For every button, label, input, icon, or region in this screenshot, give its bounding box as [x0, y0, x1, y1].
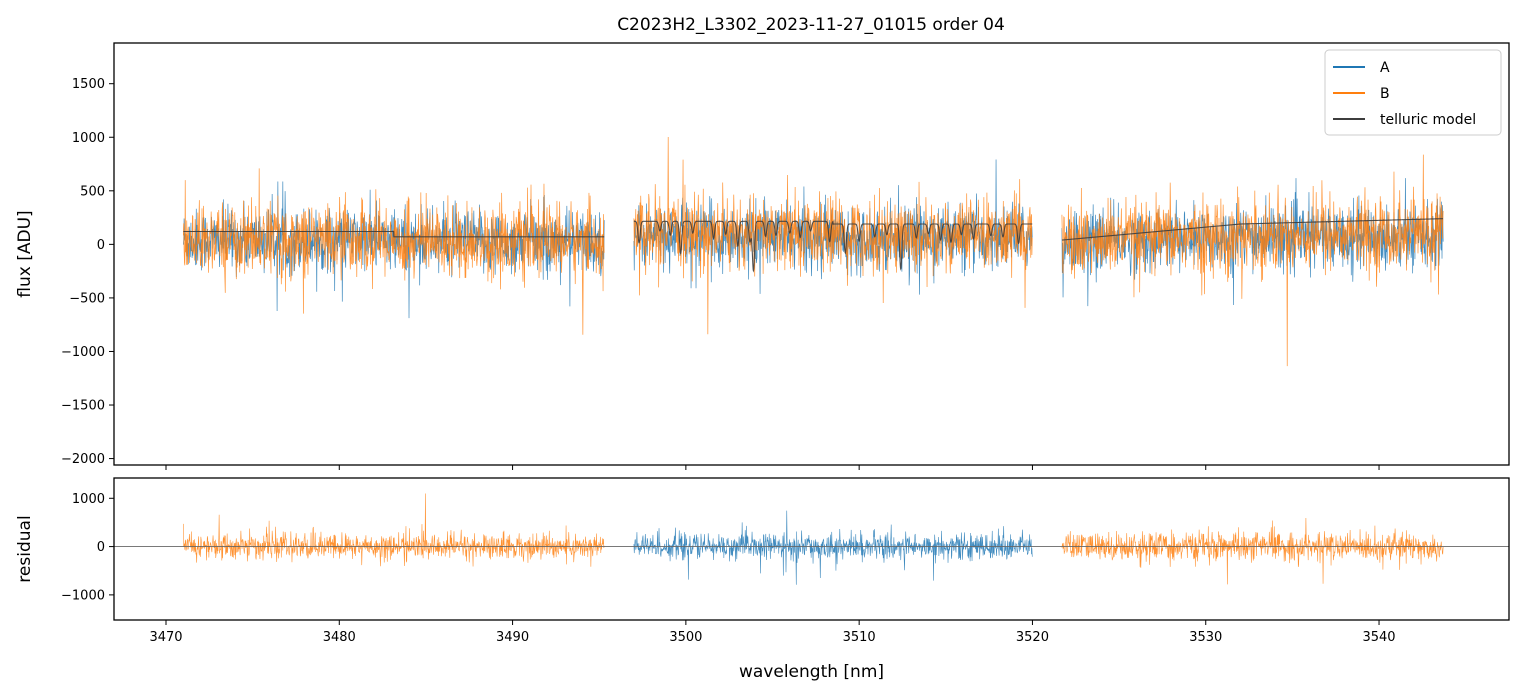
series-b-line — [1061, 154, 1444, 367]
residual-y-tick-label: 1000 — [72, 492, 105, 507]
x-tick-label: 3480 — [323, 630, 356, 645]
flux-y-tick-label: −2000 — [61, 452, 105, 467]
residual-line — [1061, 517, 1444, 585]
flux-panel-frame — [113, 42, 1510, 466]
flux-y-tick-label: 500 — [80, 184, 105, 199]
flux-panel: −2000 −1500 −1000 −500 0 500 1000 1500 flux [AD… — [15, 42, 1510, 470]
x-tick-label: 3530 — [1189, 630, 1222, 645]
residual-line — [633, 510, 1033, 585]
legend-box — [1324, 49, 1502, 136]
flux-x-ticks — [165, 465, 1380, 470]
x-tick-label: 3540 — [1362, 630, 1395, 645]
residual-y-axis-label: residual — [15, 515, 35, 582]
series-a-line — [182, 181, 605, 319]
telluric-model-line — [1061, 218, 1443, 241]
flux-y-tick-label: 1000 — [72, 131, 105, 146]
flux-y-tick-label: −1500 — [61, 399, 105, 414]
legend: A B telluric model — [1324, 49, 1502, 136]
series-b-line — [182, 168, 605, 335]
x-tick-label: 3500 — [669, 630, 702, 645]
flux-y-tick-label: −1000 — [61, 345, 105, 360]
flux-y-tick-label: 0 — [97, 238, 105, 253]
residual-line — [183, 493, 605, 567]
x-tick-label: 3510 — [843, 630, 876, 645]
legend-label-b: B — [1380, 86, 1390, 102]
x-axis-label: wavelength [nm] — [739, 662, 884, 682]
legend-label-a: A — [1380, 60, 1390, 76]
residual-y-tick-label: 0 — [97, 540, 105, 555]
residual-y-tick-label: −1000 — [61, 588, 105, 603]
flux-y-axis-label: flux [ADU] — [15, 210, 35, 297]
x-tick-label: 3490 — [496, 630, 529, 645]
x-tick-label: 3470 — [149, 630, 182, 645]
telluric-model-line — [633, 220, 1033, 273]
flux-y-ticks: −2000 −1500 −1000 −500 0 500 1000 1500 — [61, 77, 114, 467]
flux-y-tick-label: −500 — [69, 291, 105, 306]
telluric-model-line — [183, 230, 605, 238]
residual-data — [183, 493, 1444, 585]
residual-y-ticks: −1000 0 1000 — [61, 492, 114, 603]
chart-title: C2023H2_L3302_2023-11-27_01015 order 04 — [617, 15, 1005, 35]
flux-data — [182, 136, 1444, 367]
residual-x-ticks: 3470 3480 3490 3500 3510 3520 3530 3540 — [149, 620, 1396, 645]
flux-y-tick-label: 1500 — [72, 77, 105, 92]
legend-label-telluric: telluric model — [1380, 112, 1476, 128]
residual-panel-frame — [113, 477, 1510, 621]
x-tick-label: 3520 — [1016, 630, 1049, 645]
